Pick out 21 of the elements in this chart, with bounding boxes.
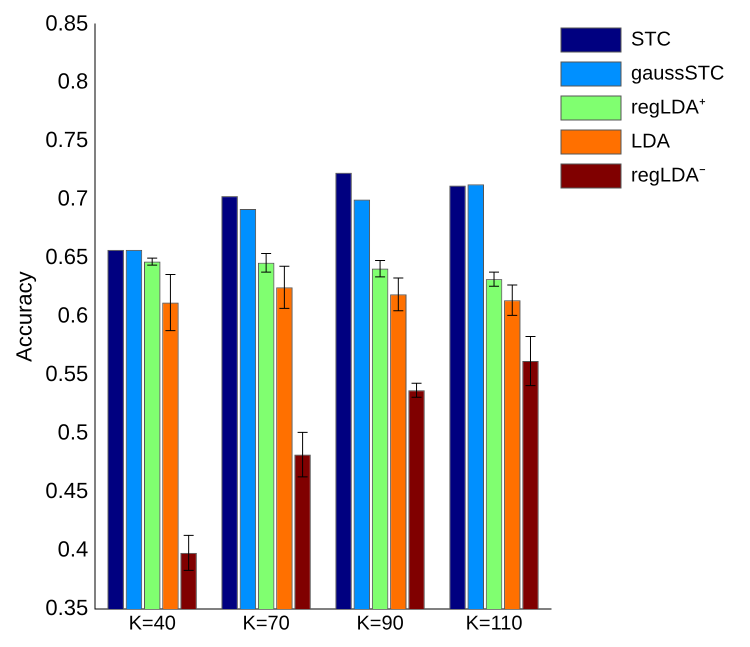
legend-label: gaussSTC bbox=[631, 62, 724, 85]
y-tick-label: 0.75 bbox=[45, 127, 88, 152]
x-tick-label: K=110 bbox=[466, 612, 522, 635]
x-tick-label: K=70 bbox=[242, 612, 290, 635]
y-tick-label: 0.5 bbox=[58, 420, 88, 445]
y-tick-label: 0.4 bbox=[58, 536, 88, 562]
legend-label: LDA bbox=[631, 130, 671, 153]
y-tick-label: 0.55 bbox=[45, 361, 88, 386]
y-tick-label: 0.6 bbox=[58, 302, 88, 328]
x-tick-label: K=40 bbox=[128, 612, 176, 635]
legend-label: regLDA⁻ bbox=[631, 164, 706, 187]
legend-label: STC bbox=[631, 28, 671, 51]
y-tick-label: 0.45 bbox=[45, 478, 88, 504]
y-tick-label: 0.7 bbox=[58, 186, 88, 211]
y-tick-label: 0.85 bbox=[45, 10, 88, 36]
y-tick-label: 0.35 bbox=[45, 595, 88, 620]
y-axis-title: Accuracy bbox=[11, 271, 36, 362]
x-tick-label: K=90 bbox=[356, 612, 404, 635]
y-tick-label: 0.8 bbox=[58, 68, 88, 94]
y-tick-label: 0.65 bbox=[45, 244, 88, 270]
legend-label: regLDA⁺ bbox=[631, 96, 706, 119]
